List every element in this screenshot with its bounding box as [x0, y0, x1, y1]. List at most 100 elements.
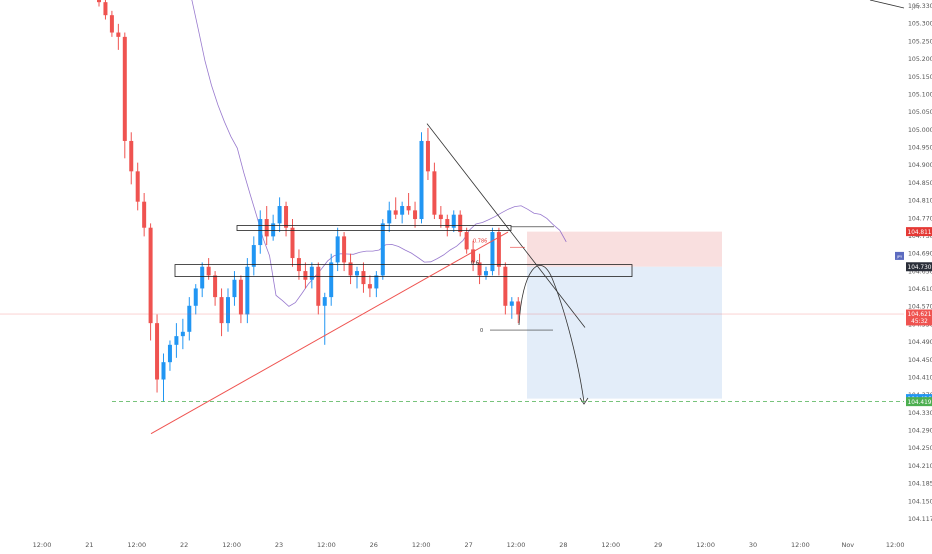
price-badge — [906, 316, 932, 326]
price-tick-label: 104.690 — [908, 251, 932, 258]
candle-body — [425, 140, 430, 172]
time-tick-label: 12:00 — [33, 541, 52, 549]
price-badge — [906, 397, 932, 407]
candle-body — [109, 15, 114, 33]
time-tick-label: 23 — [275, 541, 283, 549]
candle-body — [458, 214, 463, 233]
candle-body — [490, 232, 495, 272]
price-tick-label: 104.290 — [908, 428, 932, 435]
price-tick-label: 104.330 — [908, 410, 932, 417]
candle-body — [167, 344, 172, 363]
price-tick-label: 105.000 — [908, 127, 932, 134]
candle-body — [290, 227, 295, 259]
candle-body — [355, 271, 359, 276]
price-badge — [906, 262, 932, 272]
candle-body — [219, 297, 224, 324]
candle-body — [284, 206, 289, 228]
price-tick-label: 104.210 — [908, 463, 932, 470]
price-tick-label: 104.570 — [908, 304, 932, 311]
support-box — [174, 264, 633, 277]
candle-body — [277, 206, 282, 224]
price-tick-label: 104.900 — [908, 162, 932, 169]
time-tick-label: 12:00 — [412, 541, 431, 549]
price-tick-label: 105.050 — [908, 109, 932, 116]
time-tick-label: 12:00 — [886, 541, 905, 549]
candle-body — [122, 36, 127, 141]
candle-body — [258, 219, 263, 246]
corner-trendline — [869, 0, 905, 9]
axes-layer: 12:00 21 12:00 22 12:00 23 12:00 26 12:00 27 12:00… — [33, 3, 932, 549]
price-tick-label: 104.185 — [908, 481, 932, 488]
candle-body — [232, 279, 237, 298]
candle-body — [97, 0, 101, 3]
candle-body — [245, 266, 250, 315]
time-tick-label: Nov — [841, 541, 854, 549]
price-badge-label: 104.811 — [908, 230, 932, 236]
symbol-side-tag-label: JPY — [896, 255, 903, 259]
position-zones — [527, 231, 722, 399]
candle-body — [116, 32, 121, 37]
candle-body — [451, 214, 456, 228]
price-tick-label: 104.150 — [908, 498, 932, 505]
candle-body — [271, 223, 276, 237]
candle-body — [400, 206, 405, 215]
price-tick-label: 104.730 — [908, 233, 932, 240]
candle-body — [438, 214, 443, 220]
candle-body — [316, 266, 321, 306]
price-tick-label: 105.150 — [908, 74, 932, 81]
time-tick-label: 12:00 — [601, 541, 620, 549]
candle-body — [206, 266, 211, 276]
price-badge-label: 45:32 — [911, 319, 928, 325]
candle-body — [477, 262, 482, 276]
drawings-layer: 0.786 0.6 0 — [0, 0, 905, 435]
candle-body — [200, 266, 205, 289]
candle-body — [161, 362, 166, 380]
price-tick-label: 104.770 — [908, 215, 932, 222]
candle-body — [509, 301, 514, 306]
price-badge-label: 104.419 — [908, 400, 932, 406]
price-tick-label: 104.490 — [908, 339, 932, 346]
candle-body — [322, 297, 327, 306]
candle-body — [174, 336, 179, 345]
price-tick-label: 104.610 — [908, 286, 932, 293]
take-profit-zone — [527, 266, 722, 399]
price-badge-label: 104.621 — [908, 312, 932, 318]
time-tick-label: 26 — [370, 541, 378, 549]
time-tick-label: 12:00 — [696, 541, 715, 549]
time-tick-label: 12:00 — [317, 541, 336, 549]
descending-trendline — [426, 123, 586, 328]
candle-body — [471, 249, 476, 263]
time-tick-label: 29 — [654, 541, 662, 549]
candle-body — [413, 210, 418, 220]
candle-body — [129, 140, 134, 172]
candle-body — [464, 232, 469, 250]
candle-body — [135, 171, 140, 202]
time-tick-label: 12:00 — [222, 541, 241, 549]
price-tick-label: 104.950 — [908, 145, 932, 152]
symbol-side-tag — [895, 251, 904, 260]
time-tick-label: 12:00 — [791, 541, 810, 549]
price-tick-label: 105.200 — [908, 56, 932, 63]
candle-body — [238, 279, 243, 315]
candle-body — [329, 262, 334, 298]
candle-body — [432, 171, 437, 215]
projection-arrowhead — [579, 397, 589, 405]
candle-body — [496, 232, 501, 267]
time-tick-label: 12:00 — [127, 541, 146, 549]
candle-body — [361, 271, 366, 285]
candle-body — [342, 236, 347, 263]
stop-loss-zone — [527, 231, 722, 267]
price-tick-label: 104.810 — [908, 198, 932, 205]
candle-body — [516, 301, 521, 315]
candle-body — [226, 297, 230, 324]
candle-body — [193, 288, 198, 306]
price-tick-label: 104.117 — [908, 516, 932, 523]
price-tick-label: 104.850 — [908, 180, 932, 187]
candle-body — [148, 227, 153, 324]
fib-label: 0.786 — [473, 238, 487, 244]
price-tick-label: 104.650 — [908, 268, 932, 275]
price-badge — [906, 309, 932, 319]
price-badge-label: 104.730 — [908, 265, 932, 271]
